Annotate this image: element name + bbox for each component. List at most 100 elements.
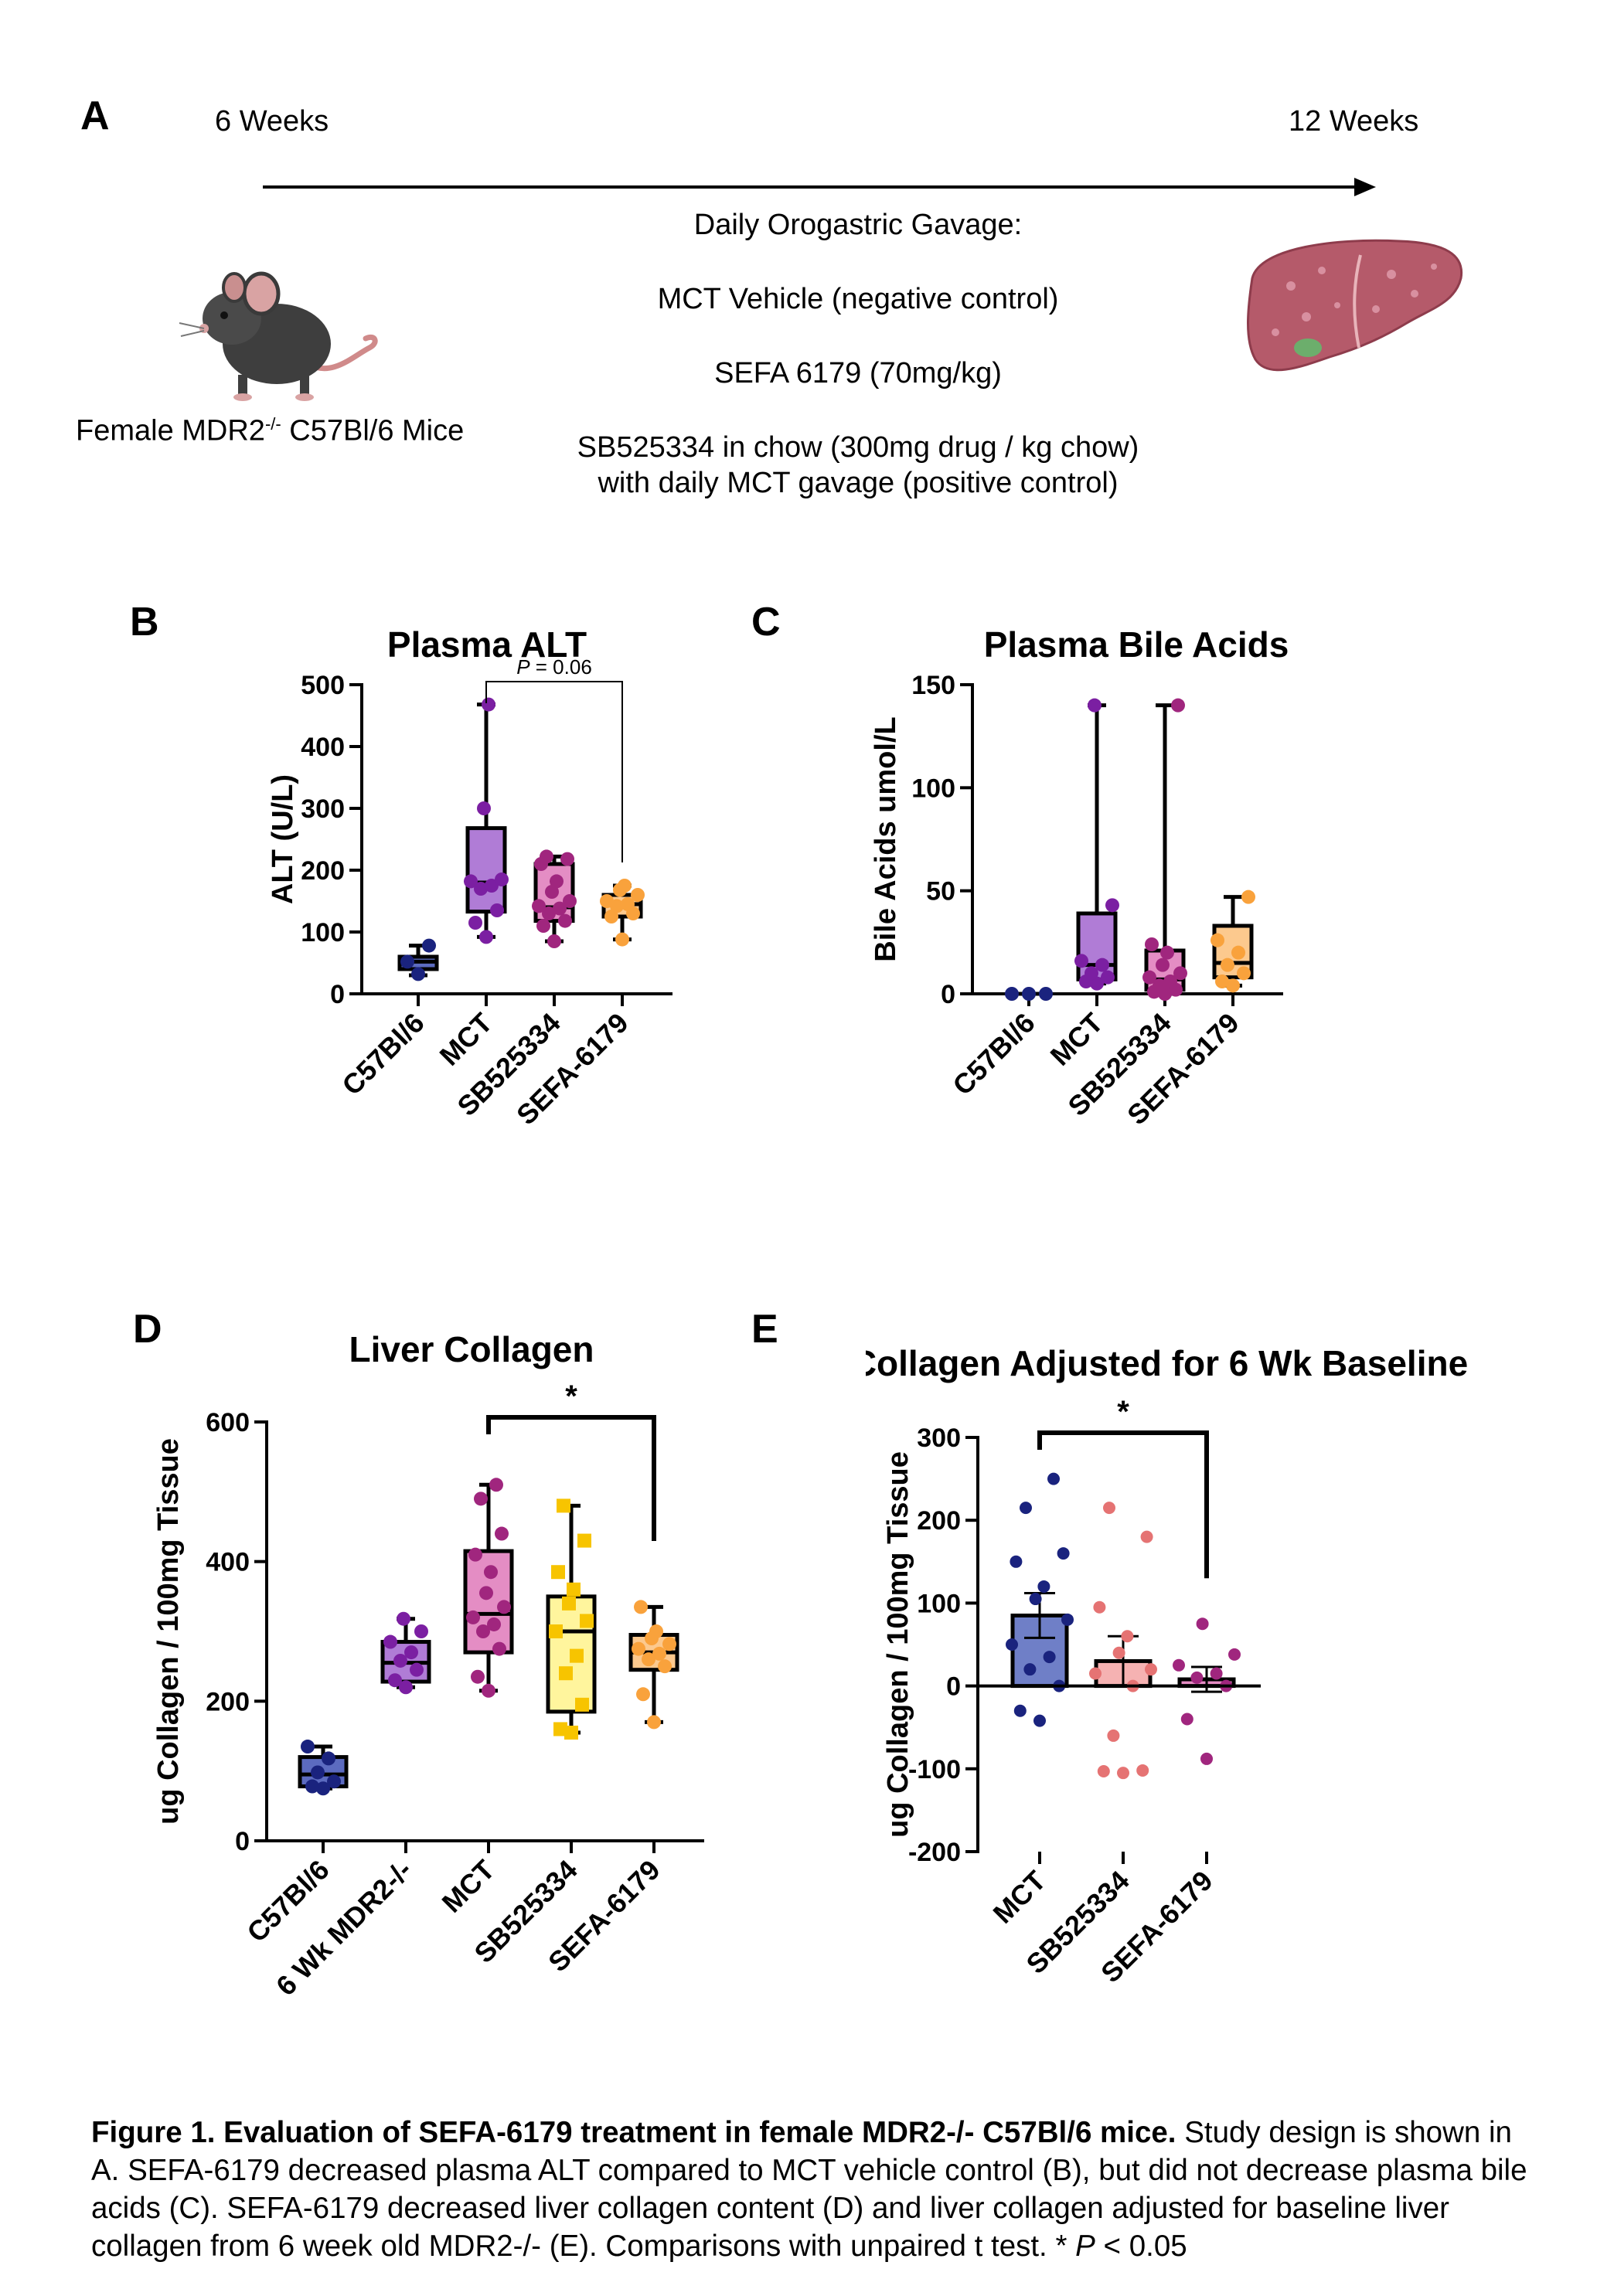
data-point [652, 1646, 666, 1661]
data-point [1196, 1617, 1209, 1631]
data-point [305, 1779, 319, 1794]
data-point [482, 1683, 495, 1698]
data-point [1057, 1547, 1070, 1560]
data-point [1210, 933, 1224, 947]
x-tick-label: C57Bl/6 [946, 1007, 1040, 1101]
data-point [1097, 1765, 1110, 1778]
data-point [547, 934, 561, 948]
caption-star: * [1055, 2230, 1076, 2263]
data-point [1006, 1638, 1018, 1651]
significance-label: P = 0.06 [516, 655, 592, 679]
data-point [477, 801, 491, 815]
box-c57bl-6 [397, 938, 439, 981]
data-point [1107, 1729, 1120, 1742]
data-point [1033, 1714, 1046, 1727]
box-c57bl-6 [1005, 987, 1053, 1001]
chart-collagen-adjusted: Collagen Adjusted for 6 Wk Baseline -200 -… [866, 1343, 1468, 1988]
data-point [658, 1659, 672, 1674]
y-axis-label: ALT (U/L) [267, 774, 299, 904]
data-point [1023, 1663, 1037, 1676]
data-point [482, 697, 495, 712]
data-point [383, 1634, 397, 1649]
caption-p: P [1075, 2230, 1095, 2263]
data-point [1013, 1704, 1027, 1717]
data-point [1160, 945, 1174, 960]
caption-text: Study design is shown in A. SEFA-6179 de… [91, 2116, 1527, 2263]
data-point [476, 1624, 490, 1638]
y-tick-label: 300 [301, 794, 345, 824]
data-point [618, 879, 632, 893]
data-point [1226, 978, 1240, 993]
data-point [631, 888, 645, 902]
bar-sefa-6179 [1173, 1617, 1241, 1765]
treatment-line: MCT Vehicle (negative control) [657, 283, 1059, 315]
mouse-label: Female MDR2-/- C57Bl/6 Mice [76, 414, 465, 447]
data-point [1112, 1646, 1125, 1659]
data-point [550, 874, 564, 889]
data-point [485, 879, 499, 893]
treatment-line: Daily Orogastric Gavage: [693, 209, 1023, 241]
data-point [1101, 970, 1115, 985]
figure-caption: Figure 1. Evaluation of SEFA-6179 treatm… [91, 2114, 1544, 2265]
data-point [495, 1526, 509, 1541]
data-point [1180, 1713, 1193, 1726]
data-point [311, 1765, 325, 1780]
significance-label: * [565, 1379, 577, 1413]
significance-label: * [1117, 1395, 1129, 1429]
significance-bracket [485, 681, 623, 862]
data-point [600, 894, 614, 908]
data-point [553, 1722, 567, 1736]
chart-liver-collagen: Liver Collagen 0 200 400 600 ug Collagen / 10… [152, 1329, 704, 2002]
data-point [557, 1498, 570, 1513]
data-point [1090, 976, 1104, 991]
data-point [577, 1533, 591, 1548]
y-axis-label: ug Collagen / 100mg Tissue [882, 1451, 914, 1838]
data-point [397, 1611, 410, 1626]
panel-letter-b: B [130, 600, 159, 645]
y-tick-label: 200 [917, 1506, 961, 1536]
data-point [532, 899, 546, 913]
data-point [497, 1600, 511, 1614]
chart-title: Collagen Adjusted for 6 Wk Baseline [866, 1343, 1468, 1383]
y-tick-label: 400 [206, 1548, 250, 1577]
significance-bracket [1037, 1430, 1209, 1579]
data-point [1231, 945, 1245, 960]
data-point [540, 849, 553, 864]
y-tick-label: 0 [941, 980, 955, 1009]
data-point [564, 1725, 578, 1740]
data-point [536, 919, 550, 933]
y-tick-label: 300 [917, 1424, 961, 1453]
data-point [662, 1637, 676, 1651]
data-point [615, 932, 629, 947]
box-body [465, 826, 507, 914]
data-point [1156, 958, 1170, 972]
data-point [1221, 958, 1234, 972]
y-tick-label: 100 [301, 918, 345, 947]
data-point [393, 1653, 407, 1668]
data-point [549, 1624, 563, 1638]
data-point [551, 1565, 565, 1580]
chart-title: Plasma ALT [387, 624, 587, 665]
y-tick-label: 0 [330, 980, 345, 1009]
data-point [1121, 1630, 1134, 1643]
y-tick-label: 500 [301, 671, 345, 700]
panel-letter-c: C [751, 600, 781, 645]
box-6-wk-mdr2- [380, 1611, 431, 1695]
data-point [1088, 698, 1102, 713]
x-tick-label: MCT [436, 1854, 501, 1919]
data-point [400, 954, 414, 969]
box-sefa-6179 [1210, 889, 1255, 993]
data-point [474, 882, 488, 896]
caption-bold: Figure 1. Evaluation of SEFA-6179 treatm… [91, 2116, 1176, 2149]
data-point [560, 852, 574, 866]
data-point [399, 1680, 413, 1695]
data-point [301, 1740, 315, 1754]
mouse-icon [179, 271, 378, 401]
box-mct [463, 1478, 514, 1698]
data-point [604, 910, 618, 924]
data-point [636, 1687, 650, 1702]
box-sefa-6179 [600, 879, 645, 947]
data-point [1241, 889, 1255, 904]
data-point [492, 1641, 506, 1656]
data-point [1215, 975, 1229, 988]
